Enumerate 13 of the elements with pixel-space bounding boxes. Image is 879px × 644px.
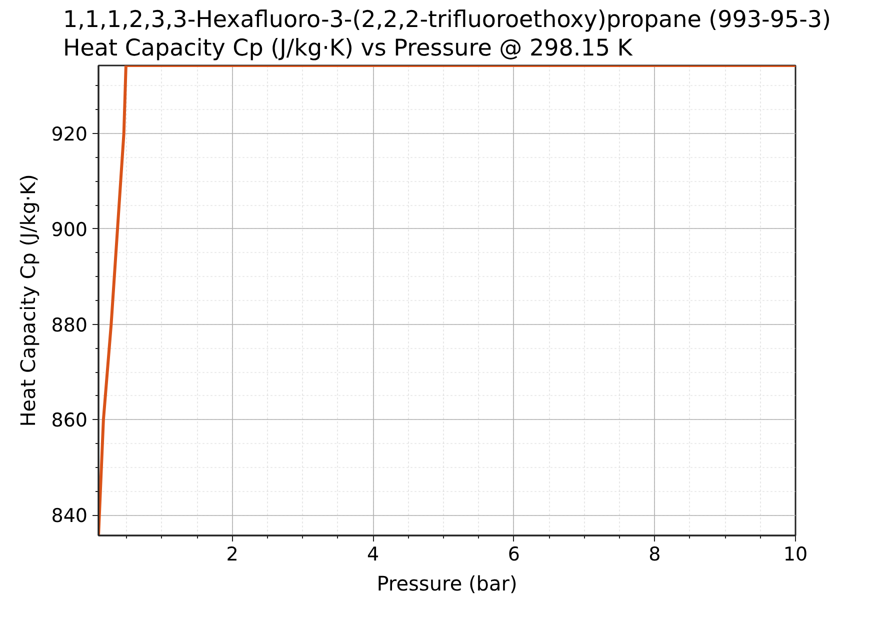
- y-tick-label: 880: [51, 314, 88, 336]
- y-tick-label: 900: [51, 219, 88, 241]
- x-tick-label: 10: [783, 544, 808, 566]
- y-tick-label: 840: [51, 505, 88, 528]
- y-tick-label: 920: [51, 124, 88, 146]
- chart-title: 1,1,1,2,3,3-Hexafluoro-3-(2,2,2-trifluoroethoxy)propane (993-95-3) Heat Capacity Cp (J/kg·K) vs Pressure @ 298.15 K: [62, 6, 832, 62]
- x-tick-label: 2: [226, 544, 238, 566]
- x-tick-label: 4: [367, 544, 380, 566]
- x-tick-label: 8: [648, 544, 661, 566]
- y-tick-label: 860: [51, 410, 88, 432]
- x-axis-title: Pressure (bar): [376, 572, 518, 596]
- x-tick-label: 6: [508, 544, 520, 566]
- y-axis-title: Heat Capacity Cp (J/kg·K): [16, 174, 40, 427]
